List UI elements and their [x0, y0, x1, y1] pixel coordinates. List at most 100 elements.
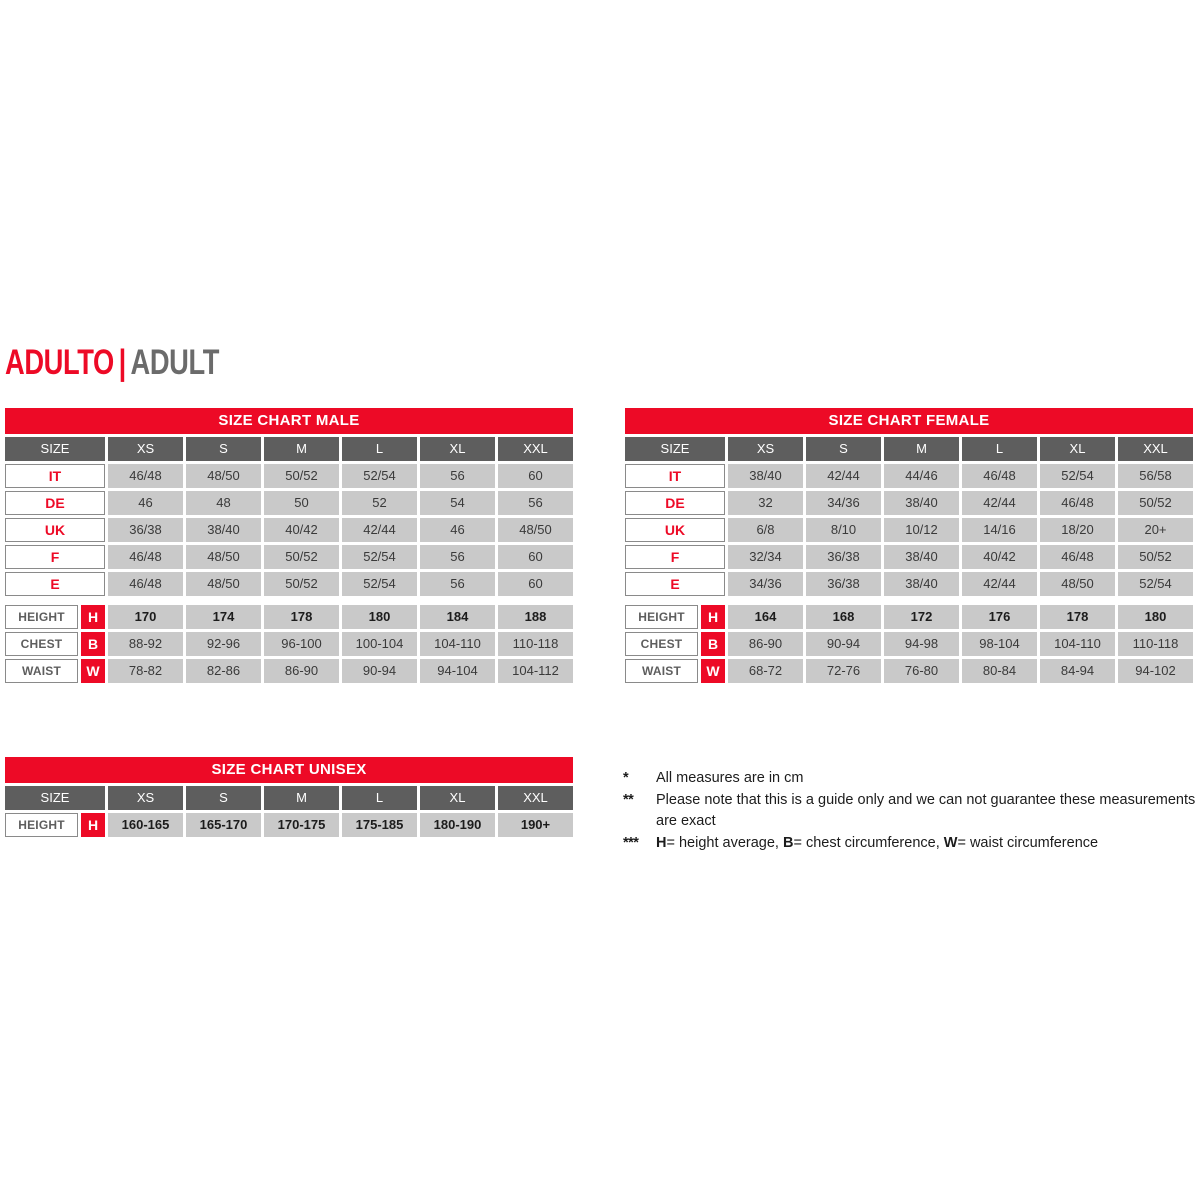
data-cell: 54	[420, 491, 495, 515]
data-cell: 50/52	[264, 464, 339, 488]
data-cell: 168	[806, 605, 881, 629]
column-header-cell: L	[342, 437, 417, 461]
row-label-text: IT	[625, 464, 725, 488]
data-cell: 34/36	[728, 572, 803, 596]
page-title-primary: ADULTO	[5, 343, 114, 382]
size-chart-male-caption: SIZE CHART MALE	[5, 408, 573, 434]
table-row: UK 6/8 8/10 10/12 14/16 18/20 20+	[625, 518, 1193, 542]
data-cell: 82-86	[186, 659, 261, 683]
data-cell: 60	[498, 464, 573, 488]
measurement-badge: B	[701, 632, 725, 656]
data-cell: 60	[498, 572, 573, 596]
data-cell: 48/50	[186, 464, 261, 488]
value-cells: 86-90 90-94 94-98 98-104 104-110 110-118	[728, 632, 1193, 656]
data-cell: 165-170	[186, 813, 261, 837]
data-cell: 50/52	[1118, 545, 1193, 569]
data-cell: 48/50	[1040, 572, 1115, 596]
value-cells: XS S M L XL XXL	[108, 786, 573, 810]
measurement-badge: H	[701, 605, 725, 629]
data-cell: 180-190	[420, 813, 495, 837]
data-cell: 164	[728, 605, 803, 629]
row-label-text: E	[5, 572, 105, 596]
data-cell: 56	[420, 545, 495, 569]
data-cell: 46/48	[108, 464, 183, 488]
data-cell: 42/44	[342, 518, 417, 542]
size-label-text: SIZE	[625, 437, 725, 461]
value-cells: 68-72 72-76 76-80 80-84 84-94 94-102	[728, 659, 1193, 683]
measurement-row: WAIST W 78-82 82-86 86-90 90-94 94-104 104-112	[5, 659, 573, 683]
data-cell: 50/52	[264, 545, 339, 569]
measurement-row: HEIGHT H 160-165 165-170 170-175 175-185 180-1…	[5, 813, 573, 837]
measurement-label-cell: WAIST W	[625, 659, 725, 683]
data-cell: 32	[728, 491, 803, 515]
data-cell: 80-84	[962, 659, 1037, 683]
data-cell: 174	[186, 605, 261, 629]
data-cell: 60	[498, 545, 573, 569]
data-cell: 56	[420, 464, 495, 488]
data-cell: 175-185	[342, 813, 417, 837]
data-cell: 100-104	[342, 632, 417, 656]
size-chart-female: SIZE CHART FEMALE SIZE XS S M L XL XXL IT 38/40 4…	[625, 408, 1193, 683]
table-row: E 46/48 48/50 50/52 52/54 56 60	[5, 572, 573, 596]
data-cell: 44/46	[884, 464, 959, 488]
data-cell: 42/44	[962, 572, 1037, 596]
measurement-label-text: HEIGHT	[625, 605, 698, 629]
data-cell: 50/52	[1118, 491, 1193, 515]
size-chart-male-body: SIZE XS S M L XL XXL IT 46/48 48/50 50/52 52/54 56 60…	[5, 437, 573, 683]
column-header-cell: XL	[420, 786, 495, 810]
row-label-text: F	[625, 545, 725, 569]
table-row: DE 32 34/36 38/40 42/44 46/48 50/52	[625, 491, 1193, 515]
row-label-text: F	[5, 545, 105, 569]
data-cell: 48/50	[186, 572, 261, 596]
size-chart-male: SIZE CHART MALE SIZE XS S M L XL XXL IT 46/48 48/…	[5, 408, 573, 683]
data-cell: 6/8	[728, 518, 803, 542]
data-cell: 110-118	[1118, 632, 1193, 656]
data-cell: 46	[108, 491, 183, 515]
data-cell: 46/48	[1040, 545, 1115, 569]
data-cell: 52/54	[1118, 572, 1193, 596]
footnote: * All measures are in cm	[623, 768, 1198, 789]
row-label-cell: DE	[625, 491, 725, 515]
data-cell: 76-80	[884, 659, 959, 683]
column-header-cell: L	[962, 437, 1037, 461]
column-header-cell: XXL	[498, 437, 573, 461]
data-cell: 8/10	[806, 518, 881, 542]
data-cell: 98-104	[962, 632, 1037, 656]
measurement-label-cell: WAIST W	[5, 659, 105, 683]
column-header-cell: S	[186, 786, 261, 810]
column-header-cell: XL	[1040, 437, 1115, 461]
measurement-row: CHEST B 88-92 92-96 96-100 100-104 104-110 110-…	[5, 632, 573, 656]
value-cells: 32 34/36 38/40 42/44 46/48 50/52	[728, 491, 1193, 515]
table-header-row: SIZE XS S M L XL XXL	[625, 437, 1193, 461]
measurement-label-text: HEIGHT	[5, 605, 78, 629]
data-cell: 38/40	[884, 545, 959, 569]
data-cell: 78-82	[108, 659, 183, 683]
table-row: E 34/36 36/38 38/40 42/44 48/50 52/54	[625, 572, 1193, 596]
size-label-cell: SIZE	[5, 437, 105, 461]
column-header-cell: XS	[108, 786, 183, 810]
data-cell: 184	[420, 605, 495, 629]
page-title-separator: |	[118, 343, 127, 382]
measurement-row: WAIST W 68-72 72-76 76-80 80-84 84-94 94-102	[625, 659, 1193, 683]
table-row: IT 46/48 48/50 50/52 52/54 56 60	[5, 464, 573, 488]
data-cell: 38/40	[186, 518, 261, 542]
value-cells: 46/48 48/50 50/52 52/54 56 60	[108, 464, 573, 488]
data-cell: 10/12	[884, 518, 959, 542]
size-chart-unisex: SIZE CHART UNISEX SIZE XS S M L XL XXL HEIGHT H 1…	[5, 757, 573, 837]
data-cell: 180	[1118, 605, 1193, 629]
measurement-badge: H	[81, 605, 105, 629]
page-title-secondary: ADULT	[130, 343, 220, 382]
row-label-cell: DE	[5, 491, 105, 515]
data-cell: 48/50	[498, 518, 573, 542]
value-cells: XS S M L XL XXL	[108, 437, 573, 461]
measurement-label-text: HEIGHT	[5, 813, 78, 837]
size-label-text: SIZE	[5, 437, 105, 461]
data-cell: 42/44	[962, 491, 1037, 515]
data-cell: 94-104	[420, 659, 495, 683]
data-cell: 178	[1040, 605, 1115, 629]
data-cell: 46/48	[962, 464, 1037, 488]
row-label-cell: IT	[625, 464, 725, 488]
column-header-cell: S	[806, 437, 881, 461]
column-header-cell: L	[342, 786, 417, 810]
measurement-badge: H	[81, 813, 105, 837]
